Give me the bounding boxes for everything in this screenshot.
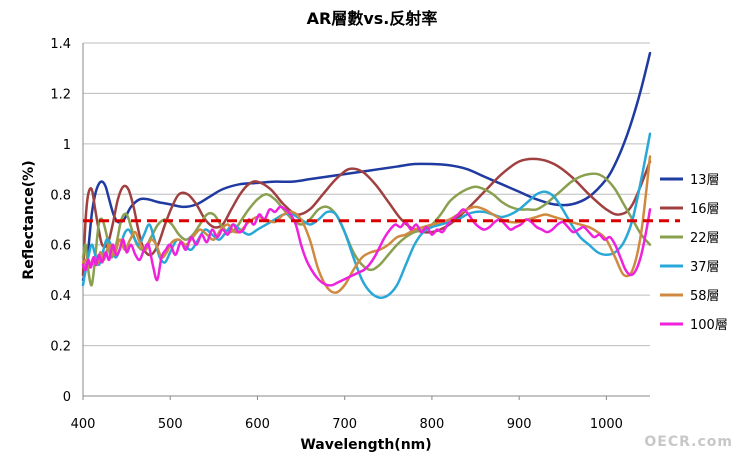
y-axis-label: Reflectance(%) — [21, 160, 37, 279]
x-axis-ticks: 400 500 600 700 800 900 1000 — [71, 396, 623, 432]
x-axis-label: Wavelength(nm) — [300, 437, 431, 453]
legend-label-2: 16層 — [690, 202, 720, 217]
series-line-5 — [81, 155, 652, 294]
x-tick-label: 600 — [245, 417, 270, 432]
y-tick-label: 0.4 — [50, 289, 71, 304]
legend-label-1: 13層 — [690, 173, 720, 188]
x-tick-label: 800 — [420, 417, 445, 432]
legend-label-3: 22層 — [690, 231, 720, 246]
y-tick-label: 1.2 — [50, 87, 71, 102]
x-tick-label: 900 — [507, 417, 532, 432]
x-tick-label: 1000 — [590, 417, 623, 432]
legend: 13層 16層 22層 37層 58層 100層 — [660, 173, 728, 333]
y-tick-label: 0.2 — [50, 340, 71, 355]
watermark: OECR.com — [644, 434, 733, 450]
series-line-2 — [81, 157, 652, 277]
series-line-6 — [81, 205, 652, 287]
chart-title: AR層數vs.反射率 — [307, 9, 438, 28]
y-tick-label: 0 — [63, 390, 71, 405]
x-tick-label: 400 — [71, 417, 96, 432]
y-tick-label: 0.8 — [50, 188, 71, 203]
legend-label-6: 100層 — [690, 318, 728, 333]
x-tick-label: 700 — [332, 417, 357, 432]
series-lines — [81, 51, 652, 300]
x-tick-label: 500 — [158, 417, 183, 432]
y-tick-label: 1.4 — [50, 37, 71, 52]
legend-label-4: 37層 — [690, 260, 720, 275]
legend-label-5: 58層 — [690, 289, 720, 304]
y-axis-ticks: 0 0.2 0.4 0.6 0.8 1 1.2 1.4 — [50, 37, 71, 405]
series-line-1 — [81, 51, 652, 282]
y-tick-label: 0.6 — [50, 239, 71, 254]
y-tick-label: 1 — [63, 138, 71, 153]
series-line-4 — [81, 132, 652, 300]
